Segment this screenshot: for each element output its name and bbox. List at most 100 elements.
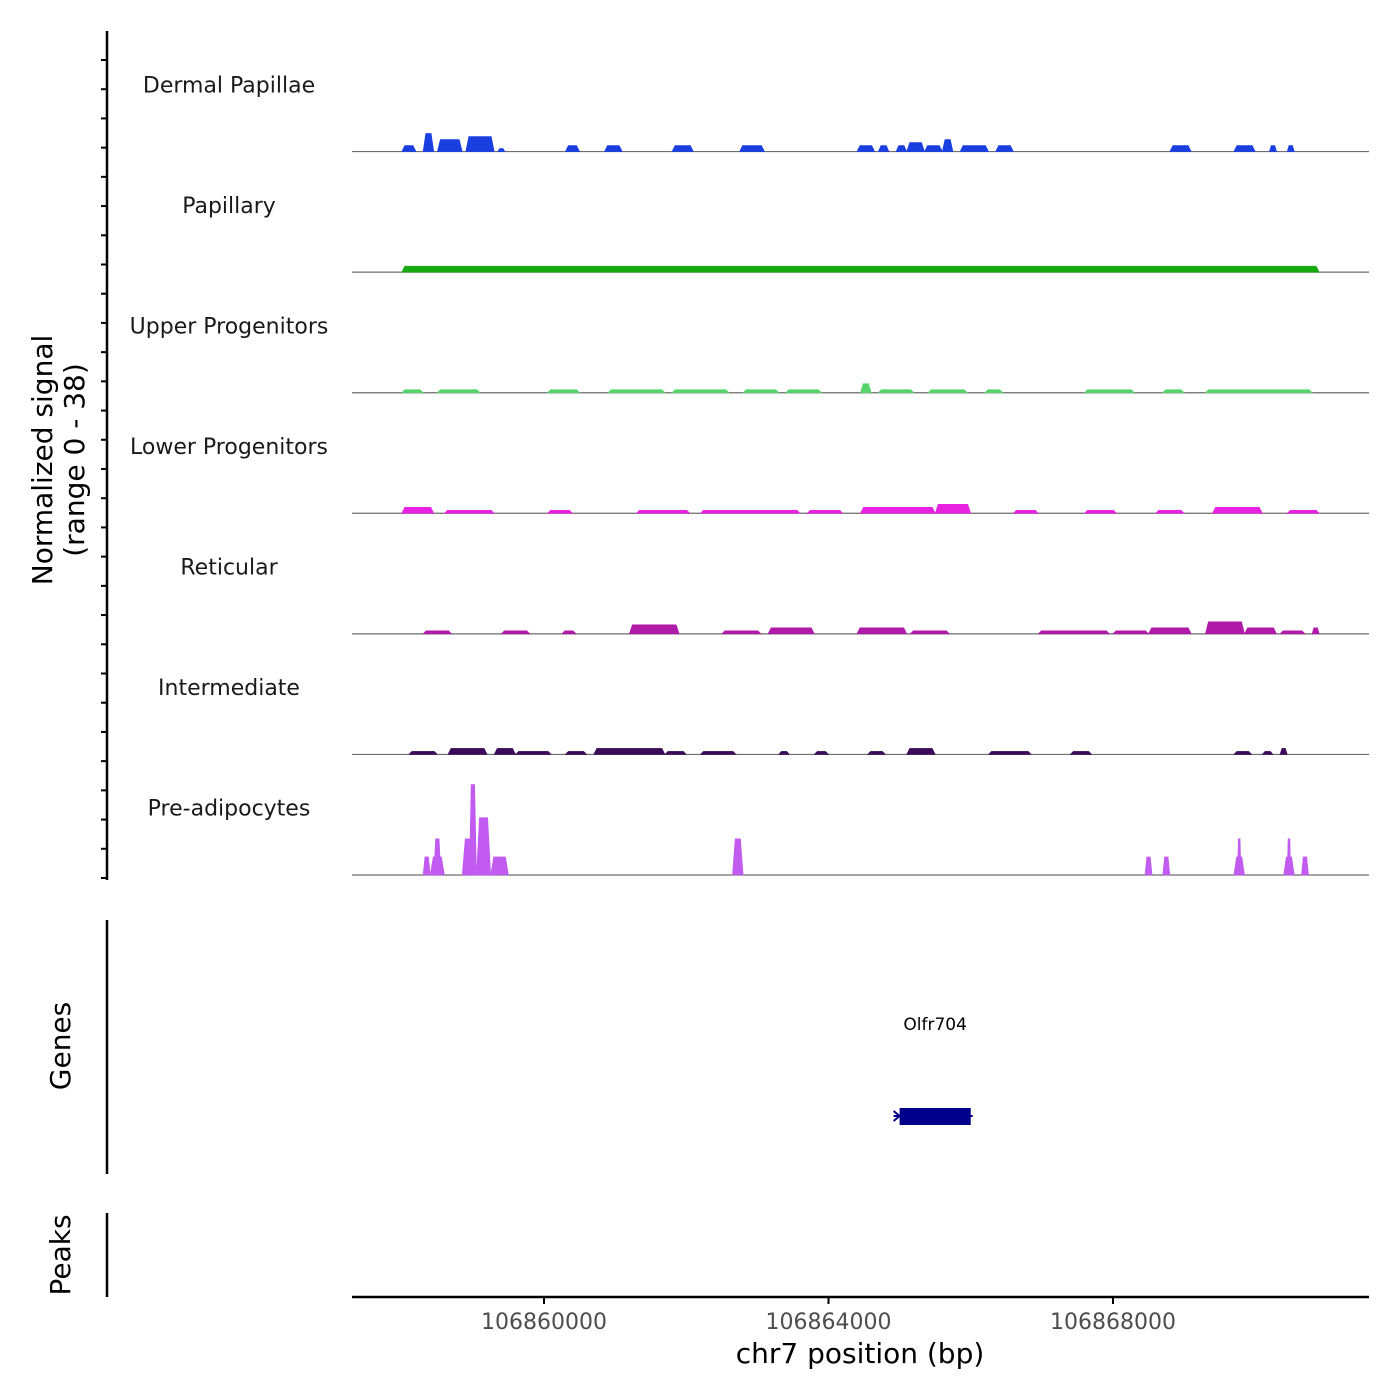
signal-segment xyxy=(564,751,588,755)
signal-segment xyxy=(1012,509,1040,514)
signal-segment xyxy=(699,751,737,755)
track-lower-progenitors: Lower Progenitors xyxy=(130,435,1369,514)
signal-segment xyxy=(1169,145,1192,152)
signal-segment xyxy=(490,856,509,876)
signal-segment xyxy=(465,136,495,152)
signal-segment xyxy=(984,389,1004,394)
signal-segment xyxy=(493,748,517,755)
signal-segment xyxy=(1261,751,1274,755)
signal-segment xyxy=(401,265,1320,273)
gene-body xyxy=(899,1108,971,1125)
signal-segment xyxy=(546,509,574,514)
signal-segment xyxy=(732,838,744,876)
signal-segment xyxy=(1233,751,1253,755)
signal-segment xyxy=(469,784,477,876)
signal-segment xyxy=(987,751,1032,755)
signal-segment xyxy=(778,751,791,755)
signal-segment xyxy=(1286,509,1320,514)
x-tick-label: 106860000 xyxy=(481,1310,607,1335)
signal-segment xyxy=(895,145,908,152)
signal-segment xyxy=(422,630,453,635)
y-axis-title-line2: (range 0 - 38) xyxy=(58,363,91,557)
signal-segment xyxy=(1205,621,1245,635)
signal-y-ticks xyxy=(101,59,107,879)
signal-segment xyxy=(1212,506,1263,514)
track-pre-adipocytes: Pre-adipocytes xyxy=(148,784,1369,876)
x-tick-label: 106868000 xyxy=(1050,1310,1176,1335)
gene-annotations: Olfr704 xyxy=(892,1015,973,1125)
signal-segment xyxy=(906,142,925,152)
x-axis-ticks: 106860000 106864000 106868000 xyxy=(481,1297,1176,1335)
track-intermediate: Intermediate xyxy=(158,676,1369,756)
track-label: Pre-adipocytes xyxy=(148,797,311,822)
signal-segment xyxy=(1279,630,1306,635)
signal-segment xyxy=(1301,856,1309,876)
signal-segment xyxy=(934,503,972,514)
signal-segment xyxy=(401,506,435,514)
signal-segment xyxy=(593,748,666,755)
signal-segment xyxy=(927,389,968,394)
signal-segment xyxy=(721,630,762,635)
signal-segment xyxy=(436,139,463,152)
signal-segment xyxy=(860,506,936,514)
genes-panel-label: Genes xyxy=(44,1002,77,1090)
track-label: Upper Progenitors xyxy=(130,314,329,339)
signal-segment xyxy=(1144,856,1153,876)
signal-segment xyxy=(607,389,666,394)
signal-segment xyxy=(1269,145,1277,152)
track-dermal-papillae: Dermal Papillae xyxy=(143,73,1369,153)
signal-segment xyxy=(546,389,581,394)
signal-segment xyxy=(408,751,439,755)
track-upper-progenitors: Upper Progenitors xyxy=(130,314,1369,394)
signal-segment xyxy=(1237,838,1242,876)
signal-segment xyxy=(1286,838,1292,876)
signal-segment xyxy=(635,509,691,514)
signal-segment xyxy=(1037,630,1111,635)
signal-segment xyxy=(995,145,1014,152)
x-axis-title: chr7 position (bp) xyxy=(736,1337,985,1370)
signal-segment xyxy=(806,509,844,514)
signal-segment xyxy=(628,624,680,635)
signal-segment xyxy=(877,389,915,394)
signal-segment xyxy=(856,145,876,152)
signal-segment xyxy=(514,751,552,755)
signal-segment xyxy=(856,627,908,635)
signal-segment xyxy=(447,748,488,755)
track-label: Dermal Papillae xyxy=(143,73,315,98)
signal-segment xyxy=(1244,627,1278,635)
signal-segment xyxy=(1112,630,1150,635)
signal-segment xyxy=(877,145,890,152)
signal-segment xyxy=(436,389,481,394)
track-papillary: Papillary xyxy=(182,194,1369,273)
signal-segment xyxy=(1148,627,1192,635)
signal-segment xyxy=(1279,748,1288,755)
signal-segment xyxy=(1083,389,1136,394)
y-axis-title-line1: Normalized signal xyxy=(26,335,59,586)
signal-segment xyxy=(767,627,815,635)
signal-segment xyxy=(664,751,687,755)
signal-tracks: Dermal Papillae Papillary Upper Progenitor… xyxy=(130,73,1369,876)
signal-segment xyxy=(785,389,823,394)
signal-segment xyxy=(941,139,954,152)
signal-segment xyxy=(1233,145,1256,152)
signal-segment xyxy=(603,145,623,152)
signal-segment xyxy=(742,389,780,394)
gene-strand-arrow xyxy=(892,1110,902,1122)
signal-segment xyxy=(906,748,936,755)
signal-segment xyxy=(443,509,495,514)
signal-segment xyxy=(1286,145,1295,152)
signal-segment xyxy=(1311,627,1320,635)
track-label: Papillary xyxy=(182,194,276,219)
signal-segment xyxy=(866,751,887,755)
signal-segment xyxy=(1083,509,1118,514)
signal-segment xyxy=(422,856,431,876)
signal-segment xyxy=(1204,389,1313,394)
signal-segment xyxy=(699,509,801,514)
signal-segment xyxy=(476,856,492,876)
signal-segment xyxy=(422,133,435,152)
signal-segment xyxy=(401,145,417,152)
signal-segment xyxy=(500,630,531,635)
gene-label: Olfr704 xyxy=(903,1015,967,1035)
signal-segment xyxy=(813,751,830,755)
track-reticular: Reticular xyxy=(180,556,1369,635)
